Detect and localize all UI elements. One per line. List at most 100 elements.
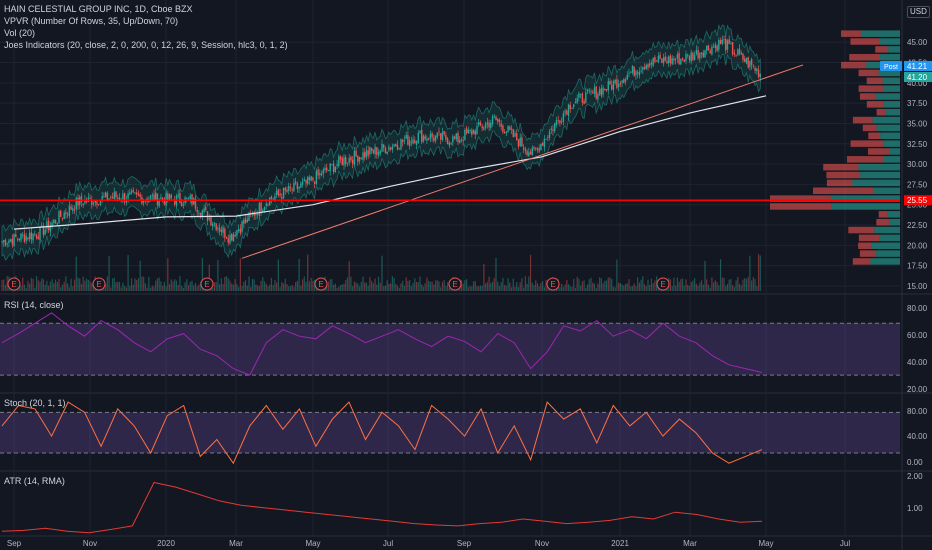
candle-body	[205, 206, 207, 210]
candle-body	[53, 219, 55, 223]
volume-bar	[381, 255, 383, 291]
volume-bar	[80, 283, 83, 291]
volume-bar	[189, 281, 191, 291]
volume-bar	[405, 277, 407, 291]
volume-bar	[70, 278, 72, 291]
candle-body	[85, 201, 88, 203]
volume-bar	[545, 279, 547, 291]
volume-bar	[129, 286, 131, 291]
price-tick-label: 15.00	[907, 282, 928, 291]
candle-body	[490, 122, 492, 129]
volume-bar	[607, 277, 609, 291]
osc-band-fill	[0, 412, 900, 454]
vp-row-down	[823, 163, 859, 171]
volume-bar	[733, 287, 735, 291]
currency-badge[interactable]: USD	[907, 6, 930, 18]
candle-body	[289, 187, 292, 189]
volume-bar	[745, 279, 748, 291]
candle-body	[719, 40, 722, 44]
volume-bar	[177, 285, 179, 291]
candle-body	[642, 67, 644, 70]
candle-body	[433, 137, 435, 141]
line-price-label: 25.55	[907, 196, 928, 205]
candle-body	[478, 122, 480, 125]
candle-body	[460, 139, 463, 141]
candle-body	[274, 196, 276, 201]
volume-bar	[585, 287, 587, 291]
volume-bar	[193, 285, 195, 291]
volume-bar	[333, 284, 335, 291]
candle-body	[574, 101, 577, 104]
candle-body	[431, 133, 433, 138]
candle-body	[626, 74, 628, 80]
candle-body	[279, 193, 281, 196]
volume-bar	[377, 276, 380, 291]
candle-body	[738, 48, 741, 54]
volume-bar	[293, 286, 295, 291]
candle-body	[61, 217, 64, 219]
volume-bar	[196, 286, 198, 291]
candle-body	[405, 135, 407, 139]
volume-bar	[410, 286, 412, 291]
candle-body	[759, 73, 761, 78]
candle-body	[174, 200, 176, 205]
candle-body	[505, 131, 508, 133]
candle-body	[412, 139, 414, 144]
volume-bar	[53, 283, 55, 291]
volume-bar	[181, 285, 183, 291]
candle-body	[659, 54, 661, 59]
atr-title[interactable]: ATR (14, RMA)	[4, 476, 65, 486]
date-tick-label: May	[305, 539, 320, 548]
candle-body	[683, 59, 685, 63]
volume-bar	[257, 285, 259, 291]
candle-body	[236, 230, 238, 236]
rsi-title[interactable]: RSI (14, close)	[4, 300, 64, 310]
close-price-badge	[904, 71, 932, 82]
candle-body	[362, 152, 364, 160]
volume-bar	[571, 286, 573, 291]
volume-bar	[298, 258, 300, 291]
indicator-vpvr[interactable]: VPVR (Number Of Rows, 35, Up/Down, 70)	[4, 16, 179, 26]
volume-bar	[609, 277, 611, 291]
candle-body	[699, 53, 701, 59]
candle-body	[446, 138, 449, 145]
candle-body	[436, 132, 438, 138]
candle-body	[557, 119, 559, 121]
candle-body	[8, 240, 10, 244]
volume-bar	[586, 284, 589, 291]
volume-bar	[348, 261, 350, 291]
candle-body	[66, 214, 69, 216]
volume-bar	[130, 278, 133, 291]
volume-bar	[697, 285, 699, 291]
candle-body	[462, 139, 464, 141]
volume-bar	[174, 279, 176, 291]
volume-bar	[238, 287, 240, 291]
earnings-marker	[314, 277, 328, 291]
vp-row-up	[882, 77, 900, 85]
candle-body	[585, 92, 587, 103]
candle-body	[569, 104, 571, 109]
volume-bar	[523, 287, 525, 291]
candle-body	[410, 141, 413, 143]
candle-body	[13, 233, 15, 247]
candle-body	[586, 89, 589, 92]
candle-body	[28, 233, 31, 240]
candle-body	[182, 204, 185, 206]
indicator-joes[interactable]: Joes Indicators (20, close, 2, 0, 200, 0…	[4, 40, 288, 50]
candle-body	[731, 42, 734, 55]
candle-body	[457, 133, 459, 143]
volume-bar	[132, 284, 134, 291]
volume-bar	[224, 276, 226, 291]
candle-body	[424, 136, 426, 140]
volume-bar	[198, 284, 200, 291]
volume-bar	[200, 281, 202, 291]
volume-bar	[675, 285, 677, 291]
volume-bar	[184, 282, 186, 291]
indicator-vol[interactable]: Vol (20)	[4, 28, 36, 38]
volume-bar	[704, 261, 706, 291]
candle-body	[674, 59, 677, 61]
date-tick-label: 2020	[157, 539, 175, 548]
stoch-title[interactable]: Stoch (20, 1, 1)	[4, 398, 66, 408]
osc-tick-label: 20.00	[907, 385, 928, 394]
